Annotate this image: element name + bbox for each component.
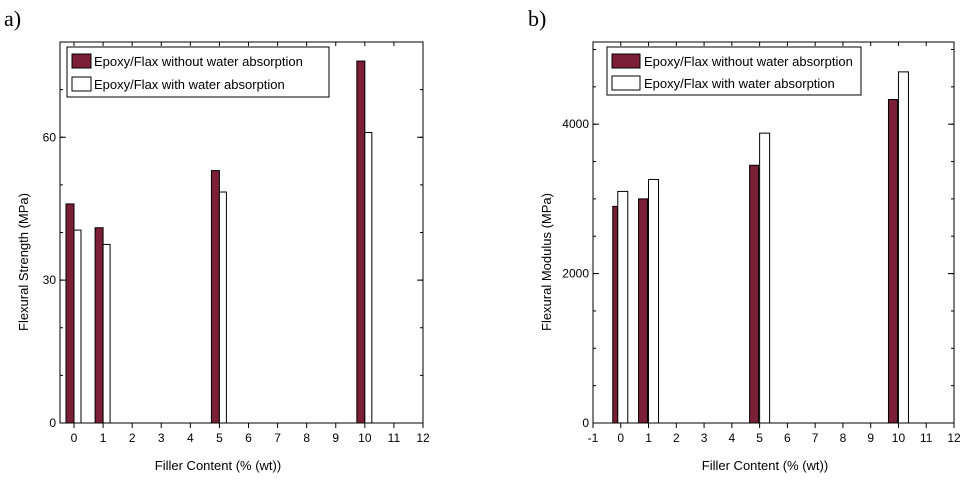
bar-b-s2-1 [648, 178, 660, 424]
x-tick-label-a-5: 5 [216, 431, 223, 445]
legend-a: Epoxy/Flax without water absorption Epox… [66, 46, 330, 98]
bars-b [612, 71, 909, 424]
legend-swatch-b-2 [611, 75, 641, 91]
x-tick-label-a-11: 11 [388, 431, 401, 445]
y-axis-a: 0 30 60 [43, 41, 423, 430]
bar-b-s1-0 [612, 205, 619, 424]
y-tick-label-a-1: 30 [43, 273, 57, 287]
x-tick-label-b-5: 4 [729, 431, 736, 445]
x-tick-label-a-1: 1 [100, 431, 107, 445]
bar-a-s2-2 [218, 191, 227, 424]
x-axis-b: -1 0 1 2 3 4 5 6 7 8 9 10 11 12 [588, 42, 960, 445]
x-tick-label-b-7: 6 [784, 431, 791, 445]
x-tick-label-a-9: 9 [332, 431, 339, 445]
x-tick-label-b-1: 0 [617, 431, 624, 445]
y-axis-label-b: Flexural Modulus (MPa) [539, 193, 554, 331]
bar-b-s1-1 [638, 198, 649, 424]
legend-swatch-b-1 [611, 53, 641, 69]
x-tick-label-b-6: 5 [756, 431, 763, 445]
x-tick-label-a-4: 4 [187, 431, 194, 445]
legend-swatch-a-2 [71, 76, 92, 92]
bar-a-s2-0 [73, 229, 82, 424]
plot-frame-b [592, 41, 955, 424]
x-tick-label-b-4: 3 [701, 431, 708, 445]
y-tick-label-a-2: 60 [43, 130, 57, 144]
bar-b-s2-0 [617, 190, 629, 424]
bar-a-s2-1 [102, 243, 111, 424]
x-tick-label-a-8: 8 [303, 431, 310, 445]
x-tick-label-b-2: 1 [645, 431, 652, 445]
legend-label-b-1: Epoxy/Flax without water absorption [644, 54, 853, 69]
x-tick-label-b-12: 11 [920, 431, 933, 445]
x-axis-a: 0 1 2 3 4 5 6 7 8 9 10 11 12 [71, 42, 430, 445]
x-tick-label-b-0: -1 [588, 431, 599, 445]
x-tick-label-a-3: 3 [158, 431, 165, 445]
legend-label-a-1: Epoxy/Flax without water absorption [94, 54, 303, 69]
legend-b: Epoxy/Flax without water absorption Epox… [606, 46, 862, 96]
x-tick-label-a-10: 10 [358, 431, 372, 445]
x-tick-label-a-0: 0 [71, 431, 78, 445]
bar-a-s1-0 [65, 203, 75, 424]
panel-label-b: b) [528, 6, 546, 31]
x-axis-label-a: Filler Content (% (wt)) [155, 458, 281, 473]
x-tick-label-a-6: 6 [245, 431, 252, 445]
x-tick-label-b-9: 8 [840, 431, 847, 445]
bar-b-s2-3 [897, 71, 909, 424]
x-tick-label-b-13: 12 [947, 431, 960, 445]
y-axis-label-a: Flexural Strength (MPa) [16, 193, 31, 331]
x-tick-label-b-11: 10 [892, 431, 906, 445]
legend-box-b [606, 46, 862, 96]
x-tick-label-a-7: 7 [274, 431, 281, 445]
bar-a-s1-1 [94, 227, 104, 424]
x-axis-label-b: Filler Content (% (wt)) [702, 458, 828, 473]
x-tick-label-b-10: 9 [867, 431, 874, 445]
y-tick-label-b-1: 2000 [562, 267, 589, 281]
legend-label-b-2: Epoxy/Flax with water absorption [644, 76, 835, 91]
x-tick-label-b-3: 2 [673, 431, 680, 445]
bars-a [65, 60, 373, 424]
bar-a-s2-3 [364, 131, 373, 424]
bar-a-s1-2 [210, 170, 220, 424]
x-tick-label-b-8: 7 [812, 431, 819, 445]
bar-a-s1-3 [356, 60, 366, 424]
y-tick-label-b-2: 4000 [562, 117, 589, 131]
y-tick-label-a-0: 0 [49, 416, 56, 430]
y-tick-label-b-0: 0 [582, 416, 589, 430]
panel-label-a: a) [4, 6, 21, 31]
y-axis-b: 0 2000 4000 [562, 48, 954, 430]
x-tick-label-a-12: 12 [416, 431, 430, 445]
x-tick-label-a-2: 2 [129, 431, 136, 445]
bar-b-s2-2 [759, 132, 771, 424]
bar-b-s1-3 [887, 99, 898, 424]
legend-label-a-2: Epoxy/Flax with water absorption [94, 77, 285, 92]
legend-box-a [66, 46, 330, 98]
legend-swatch-a-1 [71, 53, 92, 69]
bar-b-s1-2 [749, 164, 760, 424]
